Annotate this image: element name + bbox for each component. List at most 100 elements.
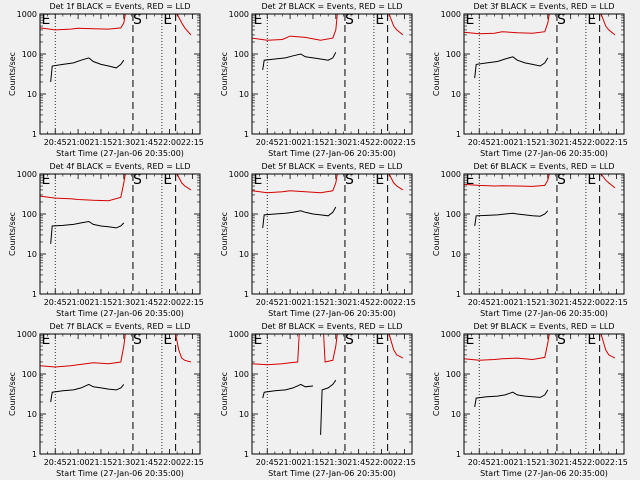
- x-tick-label: 20:45: [44, 138, 67, 147]
- x-tick-label: 21:00: [279, 298, 302, 307]
- y-axis-label: Counts/sec: [8, 52, 17, 96]
- y-tick-label: 1: [32, 130, 37, 139]
- x-tick-label: 21:45: [347, 298, 370, 307]
- chart-title: Det 9f BLACK = Events, RED = LLD: [473, 322, 614, 331]
- plot-frame: [39, 333, 201, 455]
- lld-series-line: [323, 333, 338, 363]
- x-tick-label: 22:00: [158, 458, 181, 467]
- x-tick-label: 22:00: [370, 458, 393, 467]
- y-tick-label: 1: [456, 130, 461, 139]
- events-series-line: [50, 57, 125, 83]
- event-marker-E: E: [254, 172, 263, 188]
- chart-title: Det 7f BLACK = Events, RED = LLD: [49, 322, 190, 331]
- x-tick-label: 21:00: [491, 458, 514, 467]
- x-tick-label: 21:00: [279, 458, 302, 467]
- x-tick-label: 21:30: [324, 458, 347, 467]
- x-tick-label: 21:00: [491, 298, 514, 307]
- x-tick-label: 22:15: [605, 138, 628, 147]
- y-axis-label: Counts/sec: [432, 52, 441, 96]
- plot-frame: [39, 173, 201, 295]
- plot-frame: [463, 173, 625, 295]
- chart-title: Det 2f BLACK = Events, RED = LLD: [261, 2, 402, 11]
- x-tick-label: 20:45: [468, 298, 491, 307]
- y-axis-label: Counts/sec: [8, 212, 17, 256]
- y-tick-label: 10: [239, 410, 249, 419]
- plot-frame: [463, 13, 625, 135]
- x-tick-label: 21:15: [89, 298, 112, 307]
- y-tick-label: 100: [446, 50, 461, 59]
- y-tick-label: 100: [446, 210, 461, 219]
- y-tick-label: 100: [446, 370, 461, 379]
- plot-frame: [39, 13, 201, 135]
- plot-frame: [251, 13, 413, 135]
- chart-title: Det 3f BLACK = Events, RED = LLD: [473, 2, 614, 11]
- y-axis-label: Counts/sec: [220, 372, 229, 416]
- x-tick-label: 22:15: [393, 458, 416, 467]
- y-tick-label: 1: [32, 290, 37, 299]
- x-tick-label: 21:00: [67, 458, 90, 467]
- y-tick-label: 10: [239, 90, 249, 99]
- x-tick-label: 22:00: [582, 138, 605, 147]
- chart-panel-7: Det 7f BLACK = Events, RED = LLD Counts/s…: [8, 322, 204, 478]
- y-tick-label: 1000: [229, 330, 249, 339]
- y-tick-label: 1: [456, 290, 461, 299]
- y-tick-label: 10: [27, 250, 37, 259]
- x-tick-label: 21:45: [347, 138, 370, 147]
- event-marker-S: S: [557, 12, 566, 28]
- events-series-line: [50, 220, 125, 244]
- event-marker-E: E: [587, 172, 596, 188]
- chart-panel-4: Det 4f BLACK = Events, RED = LLD Counts/s…: [8, 162, 204, 318]
- y-axis-label: Counts/sec: [220, 52, 229, 96]
- events-series-line: [262, 206, 337, 228]
- event-marker-S: S: [133, 12, 142, 28]
- lld-series-line: [388, 173, 404, 191]
- event-marker-S: S: [133, 172, 142, 188]
- x-tick-label: 22:00: [582, 458, 605, 467]
- x-tick-label: 21:30: [112, 458, 135, 467]
- y-tick-label: 100: [22, 210, 37, 219]
- events-series-line: [474, 56, 549, 79]
- x-tick-label: 22:00: [582, 298, 605, 307]
- lld-series-line: [600, 13, 616, 36]
- x-tick-label: 20:45: [44, 458, 67, 467]
- event-marker-S: S: [557, 172, 566, 188]
- y-axis-label: Counts/sec: [432, 212, 441, 256]
- chart-title: Det 1f BLACK = Events, RED = LLD: [49, 2, 190, 11]
- event-marker-E: E: [587, 332, 596, 348]
- y-tick-label: 1000: [229, 170, 249, 179]
- events-series-line: [474, 210, 549, 227]
- event-marker-E: E: [163, 332, 172, 348]
- plot-frame: [463, 333, 625, 455]
- x-tick-label: 21:45: [559, 458, 582, 467]
- chart-panel-3: Det 3f BLACK = Events, RED = LLD Counts/s…: [432, 2, 628, 158]
- x-tick-label: 21:45: [347, 458, 370, 467]
- x-tick-label: 21:30: [324, 138, 347, 147]
- x-axis-label: Start Time (27-Jan-06 20:35:00): [56, 149, 184, 158]
- event-marker-E: E: [466, 332, 475, 348]
- x-tick-label: 22:15: [181, 298, 204, 307]
- event-marker-E: E: [375, 172, 384, 188]
- x-tick-label: 21:45: [559, 298, 582, 307]
- events-series-line: [262, 383, 314, 399]
- y-tick-label: 1000: [17, 170, 37, 179]
- y-tick-label: 100: [22, 50, 37, 59]
- x-axis-label: Start Time (27-Jan-06 20:35:00): [480, 149, 608, 158]
- event-marker-S: S: [133, 332, 142, 348]
- x-tick-label: 21:30: [536, 138, 559, 147]
- x-tick-label: 22:00: [158, 138, 181, 147]
- y-tick-label: 1000: [441, 10, 461, 19]
- x-axis-label: Start Time (27-Jan-06 20:35:00): [56, 469, 184, 478]
- x-tick-label: 21:45: [559, 138, 582, 147]
- lld-series-line: [463, 333, 550, 361]
- event-marker-E: E: [42, 12, 51, 28]
- event-marker-S: S: [557, 332, 566, 348]
- x-tick-label: 21:15: [301, 298, 324, 307]
- lld-series-line: [600, 173, 616, 189]
- y-tick-label: 1: [32, 450, 37, 459]
- event-marker-E: E: [42, 332, 51, 348]
- event-marker-E: E: [466, 12, 475, 28]
- x-axis-label: Start Time (27-Jan-06 20:35:00): [268, 149, 396, 158]
- x-axis-label: Start Time (27-Jan-06 20:35:00): [56, 309, 184, 318]
- y-tick-label: 1000: [441, 330, 461, 339]
